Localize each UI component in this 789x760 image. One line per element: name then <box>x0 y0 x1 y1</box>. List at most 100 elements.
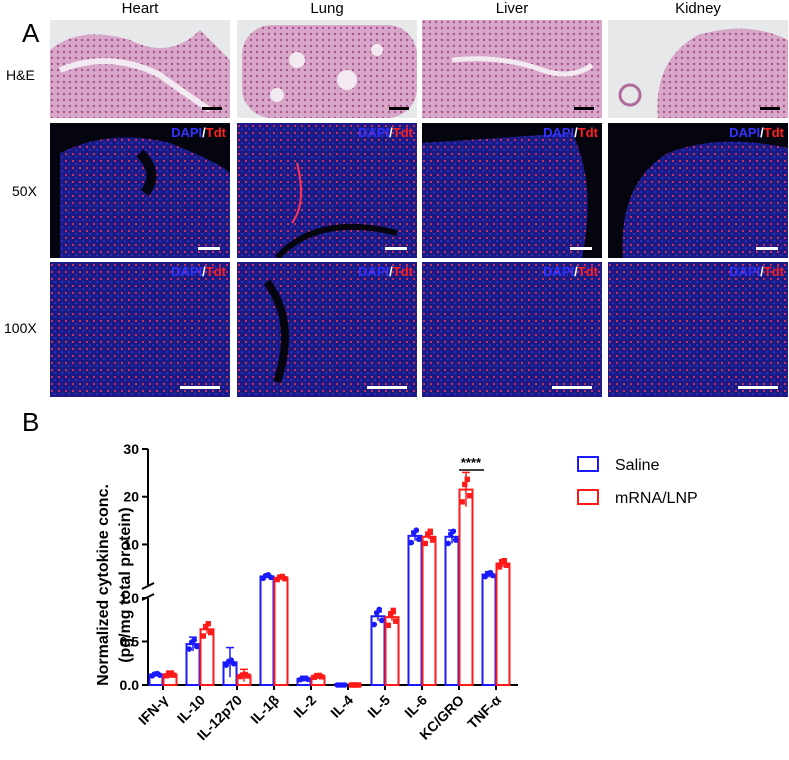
x-tick-label: IFN-γ <box>135 692 171 728</box>
data-point <box>459 499 465 505</box>
fluorescence-50x-lung-image: DAPI/Tdt <box>237 123 417 258</box>
data-point <box>282 576 288 582</box>
fluorescence-50x-liver-image: DAPI/Tdt <box>422 123 602 258</box>
scale-bar <box>552 386 592 389</box>
data-point <box>356 682 362 688</box>
scale-bar <box>738 386 778 389</box>
x-tick-label: IL-2 <box>290 692 319 721</box>
data-point <box>462 481 468 488</box>
bar-saline-9 <box>481 573 497 686</box>
legend-label-mrna-lnp: mRNA/LNP <box>615 490 698 507</box>
stain-label: DAPI/Tdt <box>729 264 784 279</box>
fluorescence-100x-lung-image: DAPI/Tdt <box>237 262 417 397</box>
data-point <box>385 622 391 628</box>
row-header-100x: 100X <box>4 320 37 336</box>
column-header-lung: Lung <box>310 0 344 17</box>
bar-saline-8 <box>444 535 460 686</box>
y-tick-label: 10 <box>123 536 139 552</box>
data-point <box>371 621 378 628</box>
he-liver-image <box>422 20 602 118</box>
data-point <box>452 537 459 543</box>
data-point <box>205 621 211 627</box>
bar-mrnalnp-8 <box>458 488 474 686</box>
stain-label: DAPI/Tdt <box>729 125 784 140</box>
data-point <box>430 537 436 543</box>
data-point <box>230 660 237 667</box>
data-point <box>208 629 214 636</box>
x-tick-label: TNF-α <box>464 692 504 732</box>
data-point <box>304 676 311 683</box>
axis-break-mark <box>141 582 155 590</box>
scale-bar <box>574 107 594 110</box>
data-point <box>319 674 325 680</box>
stain-label: DAPI/Tdt <box>358 125 413 140</box>
fluorescence-50x-heart-image: DAPI/Tdt <box>50 123 230 258</box>
scale-bar <box>756 247 778 250</box>
fluorescence-100x-heart-image: DAPI/Tdt <box>50 262 230 397</box>
x-tick-label: IL-6 <box>401 692 430 721</box>
bar-mrnalnp-7 <box>421 535 437 686</box>
data-point <box>390 607 396 614</box>
fluorescence-100x-kidney-image: DAPI/Tdt <box>608 262 788 397</box>
stain-label: DAPI/Tdt <box>171 264 226 279</box>
data-point <box>156 672 163 678</box>
scale-bar <box>202 107 222 110</box>
data-point <box>186 646 193 652</box>
data-point <box>467 493 473 499</box>
y-axis-title: Normalized cytokine conc. (pg/mg total p… <box>95 484 134 686</box>
scale-bar <box>389 107 409 110</box>
y-tick-label: 0.0 <box>120 677 140 693</box>
bar-saline-3 <box>259 575 275 686</box>
data-point <box>388 611 394 617</box>
column-header-liver: Liver <box>495 0 529 17</box>
scale-bar <box>385 247 407 250</box>
data-point <box>450 528 457 535</box>
data-point <box>504 562 510 568</box>
x-tick-label: IL-5 <box>364 692 393 721</box>
data-point <box>200 633 206 639</box>
data-point <box>376 606 383 613</box>
data-point <box>203 623 209 630</box>
he-heart-image <box>50 20 230 118</box>
he-lung-image <box>237 20 417 118</box>
stain-label: DAPI/Tdt <box>543 264 598 279</box>
bar-saline-7 <box>407 534 423 686</box>
data-point <box>378 617 385 624</box>
data-point <box>267 574 274 581</box>
data-point <box>464 476 470 483</box>
data-point <box>393 618 399 624</box>
data-point <box>501 557 507 564</box>
data-point <box>408 539 415 546</box>
y-tick-label: 1.0 <box>120 590 140 606</box>
row-header-he: H&E <box>6 67 35 83</box>
y-tick-label: 0.5 <box>120 634 140 650</box>
stain-label: DAPI/Tdt <box>171 125 226 140</box>
y-axis-title-line2: (pg/mg total protein) <box>117 507 134 663</box>
legend-swatch-mrna-lnp <box>577 489 599 505</box>
x-tick-label: IL-4 <box>327 692 356 721</box>
data-point <box>425 531 431 537</box>
scale-bar <box>180 386 220 389</box>
bar-mrnalnp-3 <box>273 576 289 686</box>
bar-mrnalnp-9 <box>495 562 511 687</box>
scale-bar <box>760 107 780 110</box>
legend-swatch-saline <box>577 456 599 472</box>
scale-bar <box>198 247 220 250</box>
legend-label-saline: Saline <box>615 457 660 474</box>
data-point <box>193 643 200 650</box>
y-tick-label: 20 <box>123 489 139 505</box>
data-point <box>415 536 422 543</box>
y-tick-label: 30 <box>123 441 139 457</box>
data-point <box>489 572 496 579</box>
stain-label: DAPI/Tdt <box>543 125 598 140</box>
y-axis-title-line1: Normalized cytokine conc. <box>95 484 112 686</box>
data-point <box>496 564 502 570</box>
x-tick-label: IL-1β <box>247 691 282 726</box>
x-tick-label: IL-10 <box>174 692 209 727</box>
data-point <box>171 672 177 678</box>
scale-bar <box>570 247 592 250</box>
data-point <box>341 682 348 688</box>
column-header-heart: Heart <box>121 0 159 17</box>
data-point <box>191 637 198 643</box>
